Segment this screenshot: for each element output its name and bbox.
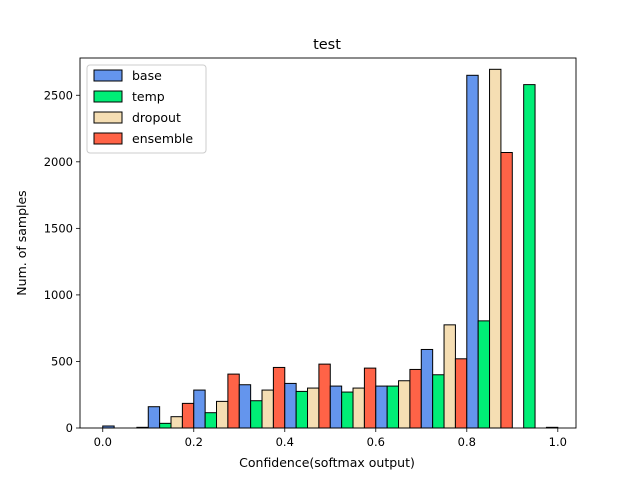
y-axis-label: Num. of samples xyxy=(14,190,29,295)
bar-base-bin-3 xyxy=(238,384,252,429)
bar-ensemble-bin-5 xyxy=(363,367,377,429)
bar-temp-bin-6 xyxy=(386,385,400,429)
y-tick-label: 500 xyxy=(51,354,73,368)
bar-base-bin-7 xyxy=(420,348,434,429)
bar-dropout-bin-8 xyxy=(489,68,502,429)
bar-temp-bin-2 xyxy=(204,412,218,429)
bar-ensemble-bin-1 xyxy=(181,402,195,429)
bar-ensemble-bin-4 xyxy=(318,363,331,429)
bars-layer xyxy=(102,68,559,429)
bar-dropout-bin-2 xyxy=(216,400,229,429)
y-axis: 0 500 1000 1500 2000 2500 xyxy=(44,88,80,435)
bar-base-bin-8 xyxy=(466,74,479,429)
legend-swatch-ensemble xyxy=(93,132,123,145)
y-tick-label: 2000 xyxy=(44,155,73,169)
legend-label-ensemble: ensemble xyxy=(132,131,193,146)
x-tick-label: 0.0 xyxy=(94,435,112,449)
bar-dropout-bin-7 xyxy=(443,324,456,429)
legend-swatch-temp xyxy=(93,90,123,103)
legend-swatch-dropout xyxy=(93,111,123,124)
legend: base temp dropout ensemble xyxy=(86,64,207,154)
bar-base-bin-2 xyxy=(193,389,206,429)
legend-label-base: base xyxy=(132,68,162,83)
bar-dropout-bin-3 xyxy=(261,389,274,429)
bar-dropout-bin-5 xyxy=(352,387,365,429)
x-axis-label: Confidence(softmax output) xyxy=(239,455,415,470)
legend-label-temp: temp xyxy=(132,89,165,104)
bar-base-bin-5 xyxy=(329,385,343,429)
bar-dropout-bin-4 xyxy=(307,387,320,429)
bar-ensemble-bin-7 xyxy=(454,358,468,429)
chart-title: test xyxy=(313,37,341,53)
bar-base-bin-1 xyxy=(147,406,161,429)
x-tick-label: 0.6 xyxy=(367,435,385,449)
x-tick-label: 0.2 xyxy=(185,435,203,449)
y-tick-label: 1500 xyxy=(44,221,73,235)
y-tick-label: 1000 xyxy=(44,288,73,302)
x-tick-label: 0.8 xyxy=(458,435,476,449)
bar-ensemble-bin-6 xyxy=(409,368,422,429)
bar-dropout-bin-6 xyxy=(398,380,411,429)
bar-base-bin-6 xyxy=(375,385,388,429)
bar-temp-bin-7 xyxy=(432,374,445,429)
bar-dropout-bin-1 xyxy=(170,416,183,429)
bar-ensemble-bin-2 xyxy=(227,373,240,429)
bar-base-bin-4 xyxy=(284,382,297,429)
x-tick-label: 1.0 xyxy=(549,435,567,449)
bar-temp-bin-1 xyxy=(159,422,172,429)
legend-label-dropout: dropout xyxy=(132,110,181,125)
legend-swatch-base xyxy=(93,69,123,82)
bar-temp-bin-8 xyxy=(477,320,491,429)
x-axis: 0.0 0.2 0.4 0.6 0.8 1.0 xyxy=(94,428,567,449)
bar-ensemble-bin-8 xyxy=(500,152,513,429)
bar-temp-bin-4 xyxy=(295,390,309,429)
bar-temp-bin-9 xyxy=(523,84,536,429)
bar-temp-bin-5 xyxy=(341,391,354,429)
bar-temp-bin-3 xyxy=(250,400,263,429)
plot-frame xyxy=(79,57,577,429)
bar-ensemble-bin-3 xyxy=(272,366,286,429)
legend-box xyxy=(86,64,207,154)
x-tick-label: 0.4 xyxy=(276,435,294,449)
y-tick-label: 2500 xyxy=(44,88,73,102)
y-tick-label: 0 xyxy=(66,421,73,435)
